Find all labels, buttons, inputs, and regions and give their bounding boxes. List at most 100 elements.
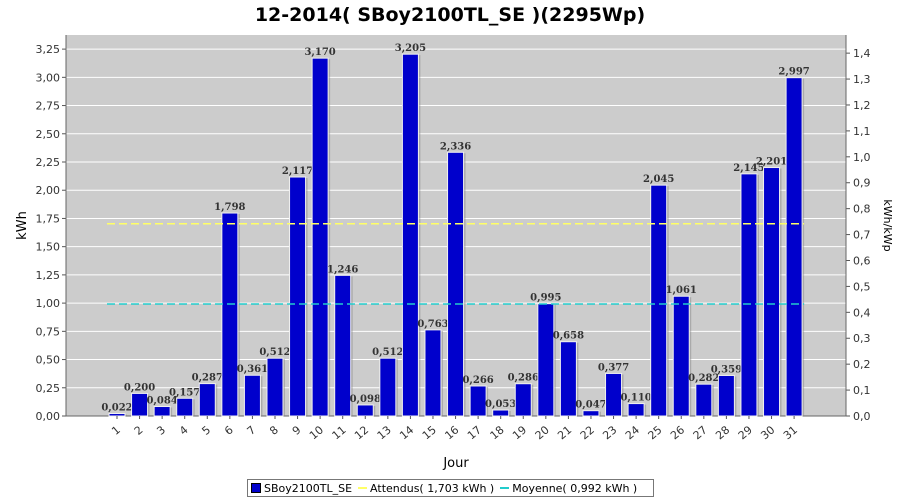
x-tick-label: 29: [736, 423, 755, 442]
x-tick-label: 21: [555, 423, 574, 442]
legend-item-expected: Attendus( 1,703 kWh ): [358, 482, 494, 495]
bar: [131, 392, 149, 417]
bar: [717, 374, 735, 417]
x-tick-label: 22: [578, 423, 597, 442]
bar-value-label: 0,157: [169, 387, 200, 398]
bar: [582, 410, 600, 417]
y-tick-label: 0,75: [36, 325, 61, 338]
y2-tick-label: 0,9: [853, 177, 871, 190]
bar: [289, 176, 307, 417]
x-tick-label: 5: [199, 423, 213, 437]
bar: [356, 404, 374, 417]
bar-value-label: 1,798: [214, 202, 245, 213]
bar-value-label: 0,287: [192, 373, 223, 384]
y-tick-label: 2,75: [36, 100, 61, 113]
bar-value-label: 0,359: [711, 364, 742, 375]
bar: [311, 57, 329, 417]
bar: [740, 173, 758, 417]
y2-tick-label: 1,3: [853, 73, 871, 86]
y2-tick-label: 0,8: [853, 203, 871, 216]
bar-value-label: 0,658: [553, 331, 584, 342]
y-tick-label: 0,50: [36, 354, 61, 367]
bar: [401, 53, 419, 417]
x-tick-label: 13: [375, 423, 394, 442]
x-tick-label: 8: [267, 423, 281, 437]
bar-value-label: 2,201: [756, 157, 787, 168]
bar-value-label: 2,117: [282, 166, 313, 177]
bar: [627, 403, 645, 417]
bar: [672, 295, 690, 417]
bar-value-label: 0,200: [124, 382, 155, 393]
y-tick-label: 0,00: [36, 410, 61, 423]
bar-value-label: 0,282: [688, 373, 719, 384]
bar: [334, 274, 352, 417]
x-tick-label: 20: [533, 423, 552, 442]
y2-tick-label: 0,1: [853, 384, 871, 397]
bar-value-label: 1,061: [666, 285, 697, 296]
bar-value-label: 0,512: [259, 347, 290, 358]
bar-value-label: 0,361: [237, 364, 268, 375]
x-tick-label: 6: [222, 423, 236, 437]
bar: [763, 167, 781, 417]
y-tick-label: 1,75: [36, 212, 61, 225]
bar: [469, 385, 487, 417]
bar-value-label: 0,110: [620, 393, 651, 404]
y-tick-label: 3,25: [36, 43, 61, 56]
bar: [379, 357, 397, 417]
bar-value-label: 0,053: [485, 399, 516, 410]
bar-value-label: 0,286: [508, 373, 539, 384]
bar: [176, 397, 194, 417]
bar: [559, 341, 577, 417]
y-tick-label: 3,00: [36, 71, 61, 84]
y2-tick-label: 1,4: [853, 47, 871, 60]
y-tick-label: 1,25: [36, 269, 61, 282]
legend-item-average: Moyenne( 0,992 kWh ): [500, 482, 637, 495]
bar-value-label: 0,512: [372, 347, 403, 358]
bar: [514, 383, 532, 417]
x-tick-label: 27: [691, 423, 710, 442]
x-axis-label: Jour: [442, 456, 469, 471]
legend-average-swatch: [500, 487, 510, 489]
x-tick-label: 30: [758, 423, 777, 442]
bar-value-label: 0,377: [598, 362, 629, 373]
legend-expected-label: Attendus( 1,703 kWh ): [370, 481, 495, 495]
x-tick-label: 24: [623, 423, 642, 442]
bar-value-label: 0,047: [575, 400, 606, 411]
x-tick-label: 18: [488, 423, 507, 442]
bar-value-label: 0,266: [462, 375, 493, 386]
bar: [243, 374, 261, 417]
y2-tick-label: 1,0: [853, 151, 871, 164]
bar: [785, 77, 803, 417]
x-tick-label: 2: [132, 423, 146, 437]
bar: [198, 383, 216, 417]
x-tick-label: 26: [668, 423, 687, 442]
legend: SBoy2100TL_SE Attendus( 1,703 kWh ) Moye…: [247, 479, 654, 497]
bar: [424, 329, 442, 417]
bar-value-label: 0,098: [350, 394, 381, 405]
y-axis-label: kWh: [15, 211, 30, 240]
x-tick-label: 9: [290, 423, 304, 437]
x-tick-label: 31: [781, 423, 800, 442]
bar: [492, 409, 510, 417]
y2-tick-label: 0,3: [853, 332, 871, 345]
y2-tick-label: 0,6: [853, 254, 871, 267]
legend-average-label: Moyenne( 0,992 kWh ): [512, 481, 638, 495]
bar-value-label: 0,763: [417, 319, 448, 330]
bar-value-label: 1,246: [327, 264, 358, 275]
y-tick-label: 1,00: [36, 297, 61, 310]
x-tick-label: 17: [465, 423, 484, 442]
y2-tick-label: 1,2: [853, 99, 871, 112]
bar: [447, 151, 465, 417]
bar-value-label: 0,084: [146, 396, 177, 407]
x-tick-label: 23: [600, 423, 619, 442]
bar: [650, 184, 668, 417]
legend-item-series: SBoy2100TL_SE: [251, 482, 352, 495]
bar-value-label: 3,170: [304, 47, 335, 58]
y2-axis-label: kWh/kWp: [881, 199, 894, 251]
bar-value-label: 2,336: [440, 141, 471, 152]
x-tick-label: 11: [330, 423, 349, 442]
legend-series-swatch: [251, 483, 261, 493]
x-tick-label: 12: [352, 423, 371, 442]
bar-value-label: 2,145: [733, 163, 764, 174]
